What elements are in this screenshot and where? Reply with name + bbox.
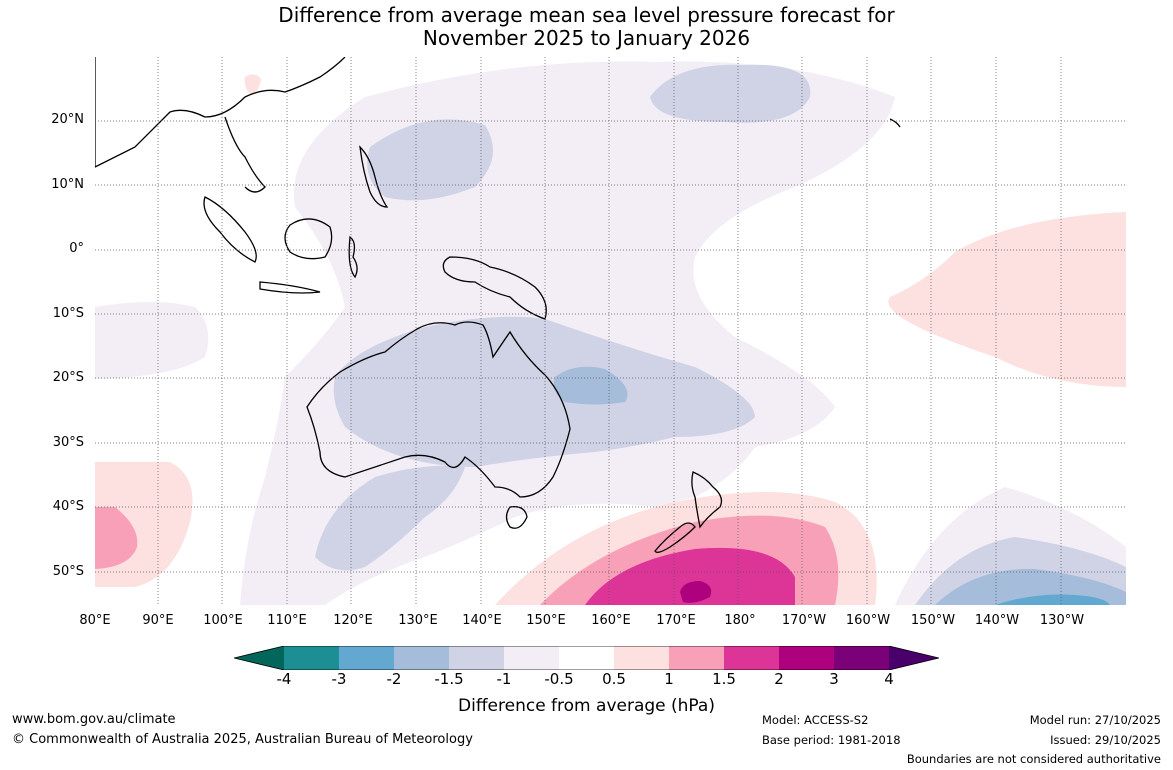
lon-label: 100°E bbox=[203, 613, 243, 628]
colorbar-bin bbox=[559, 646, 614, 670]
colorbar-bin bbox=[339, 646, 394, 670]
base-period-text: Base period: 1981-2018 bbox=[762, 733, 901, 747]
indochina-coastline bbox=[224, 116, 266, 193]
tasmania-coastline bbox=[505, 506, 528, 529]
colorbar-bin bbox=[614, 646, 669, 670]
colorbar-tick-label: -0.5 bbox=[544, 670, 574, 688]
lon-label: 140°E bbox=[462, 613, 502, 628]
lon-label: 120°E bbox=[333, 613, 373, 628]
title-line-2: November 2025 to January 2026 bbox=[422, 26, 751, 50]
anomaly-area-rose-west bbox=[95, 507, 138, 569]
colorbar-tick-label: 3 bbox=[829, 670, 839, 688]
anomaly-area-lavender-aus bbox=[333, 316, 755, 467]
copyright-text: © Commonwealth of Australia 2025, Austra… bbox=[12, 732, 473, 747]
colorbar-tick-label: 2 bbox=[774, 670, 784, 688]
lon-label: 80°E bbox=[79, 613, 111, 628]
coastlines bbox=[95, 57, 901, 553]
anomaly-area-strong-blue bbox=[995, 594, 1110, 605]
hawaii-coastline bbox=[889, 118, 901, 128]
philippines-coastline bbox=[359, 145, 389, 208]
lon-label: 160°W bbox=[845, 613, 891, 628]
lon-label: 130°E bbox=[398, 613, 438, 628]
borneo-coastline bbox=[284, 218, 333, 260]
asia-coastline bbox=[95, 57, 346, 168]
colorbar-bin bbox=[284, 646, 339, 670]
lon-label: 180° bbox=[724, 613, 756, 628]
lat-label: 40°S bbox=[52, 499, 84, 514]
colorbar-tick-label: -4 bbox=[276, 670, 292, 688]
title-line-1: Difference from average mean sea level p… bbox=[278, 3, 895, 27]
colorbar-bin bbox=[504, 646, 559, 670]
lon-label: 150°E bbox=[526, 613, 566, 628]
colorbar-bin bbox=[669, 646, 724, 670]
colorbar-tick-label: 0.5 bbox=[602, 670, 626, 688]
new-zealand-south-coastline bbox=[654, 522, 696, 553]
lon-label: 140°W bbox=[974, 613, 1020, 628]
anomaly-area-light-negative-indian bbox=[95, 302, 209, 379]
issued-text: Issued: 29/10/2025 bbox=[1050, 733, 1161, 747]
website-link[interactable]: www.bom.gov.au/climate bbox=[12, 712, 176, 727]
map-title: Difference from average mean sea level p… bbox=[0, 4, 1173, 50]
colorbar-tick-label: -1.5 bbox=[434, 670, 464, 688]
lon-label: 160°E bbox=[591, 613, 631, 628]
disclaimer-text: Boundaries are not considered authoritat… bbox=[906, 752, 1161, 766]
anomaly-area-lavender-np bbox=[650, 64, 811, 123]
lat-label: 0° bbox=[69, 241, 84, 256]
anomaly-area-lavender-north bbox=[367, 119, 493, 201]
colorbar-bin bbox=[724, 646, 779, 670]
model-run-text: Model run: 27/10/2025 bbox=[1029, 713, 1161, 727]
new-zealand-north-coastline bbox=[691, 471, 723, 529]
lon-label: 170°E bbox=[656, 613, 696, 628]
lat-label: 10°S bbox=[52, 306, 84, 321]
colorbar-extend-high bbox=[889, 646, 939, 670]
colorbar-tick-label: 1 bbox=[664, 670, 674, 688]
colorbar-tick-label: -2 bbox=[386, 670, 402, 688]
anomaly-area-deep-magenta bbox=[680, 581, 712, 603]
anomaly-area-pink-east bbox=[888, 212, 1126, 387]
colorbar-bin bbox=[779, 646, 834, 670]
colorbar-bin bbox=[834, 646, 889, 670]
lon-label: 130°W bbox=[1039, 613, 1085, 628]
lon-label: 110°E bbox=[267, 613, 307, 628]
pressure-anomaly-map bbox=[95, 57, 1126, 605]
colorbar-title: Difference from average (hPa) bbox=[458, 696, 715, 716]
australia-coastline bbox=[306, 321, 571, 498]
colorbar-tick-label: -3 bbox=[331, 670, 347, 688]
colorbar-tick-label: 4 bbox=[884, 670, 894, 688]
colorbar-extend-low bbox=[234, 646, 284, 670]
lon-label: 150°W bbox=[910, 613, 956, 628]
colorbar-bin bbox=[449, 646, 504, 670]
lat-label: 20°N bbox=[51, 112, 84, 127]
colorbar-bin bbox=[394, 646, 449, 670]
lon-label: 90°E bbox=[142, 613, 174, 628]
lat-label: 50°S bbox=[52, 564, 84, 579]
model-text: Model: ACCESS-S2 bbox=[762, 713, 869, 727]
lat-label: 20°S bbox=[52, 370, 84, 385]
graticule bbox=[95, 57, 1126, 605]
sulawesi-coastline bbox=[348, 235, 358, 279]
lat-label: 10°N bbox=[51, 177, 84, 192]
colorbar-tick-label: 1.5 bbox=[712, 670, 736, 688]
lat-label: 30°S bbox=[52, 435, 84, 450]
colorbar bbox=[233, 645, 940, 671]
anomaly-area-magenta bbox=[585, 547, 795, 605]
java-coastline bbox=[259, 281, 321, 294]
anomaly-area-pink-small bbox=[244, 74, 261, 95]
anomaly-area-lavender-sw bbox=[315, 465, 465, 571]
lon-label: 170°W bbox=[781, 613, 827, 628]
anomaly-area-blue-coral-sea bbox=[553, 366, 628, 405]
colorbar-tick-label: -1 bbox=[496, 670, 512, 688]
new-guinea-coastline bbox=[442, 256, 547, 320]
sumatra-coastline bbox=[203, 196, 257, 263]
